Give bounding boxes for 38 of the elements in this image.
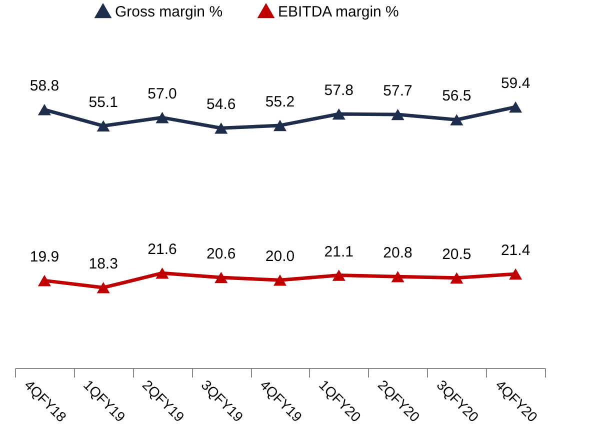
data-label: 57.8 xyxy=(324,82,354,100)
data-label: 55.1 xyxy=(88,94,118,111)
point xyxy=(332,270,346,281)
point xyxy=(273,120,287,132)
data-label: 20.5 xyxy=(442,246,472,263)
point xyxy=(96,282,110,294)
data-label: 20.0 xyxy=(265,248,295,266)
point xyxy=(509,268,522,280)
point xyxy=(156,267,169,279)
data-label: 57.0 xyxy=(148,86,177,103)
data-label: 54.6 xyxy=(206,96,236,114)
data-label: 59.4 xyxy=(500,75,530,92)
point xyxy=(38,104,51,116)
data-label: 20.6 xyxy=(206,245,236,262)
data-label: 57.7 xyxy=(383,82,412,100)
point xyxy=(450,272,464,284)
data-label: 21.4 xyxy=(500,242,530,259)
point xyxy=(391,270,404,282)
point xyxy=(38,274,51,286)
point xyxy=(96,120,110,132)
data-label: 18.3 xyxy=(88,256,118,273)
data-label: 21.6 xyxy=(148,241,177,258)
point xyxy=(214,272,228,284)
point xyxy=(273,274,287,286)
data-label: 55.2 xyxy=(265,93,295,110)
point xyxy=(509,101,522,113)
point xyxy=(332,108,346,120)
legend-label: EBITDA margin % xyxy=(278,3,399,20)
point xyxy=(391,108,404,120)
data-label: 19.9 xyxy=(30,248,60,266)
data-label: 56.5 xyxy=(442,88,472,105)
data-label: 20.8 xyxy=(383,244,412,262)
legend-label: Gross margin % xyxy=(115,3,223,20)
point xyxy=(214,122,228,134)
data-label: 21.1 xyxy=(324,243,354,260)
data-label: 58.8 xyxy=(30,78,60,95)
point xyxy=(156,112,169,124)
point xyxy=(450,114,464,126)
